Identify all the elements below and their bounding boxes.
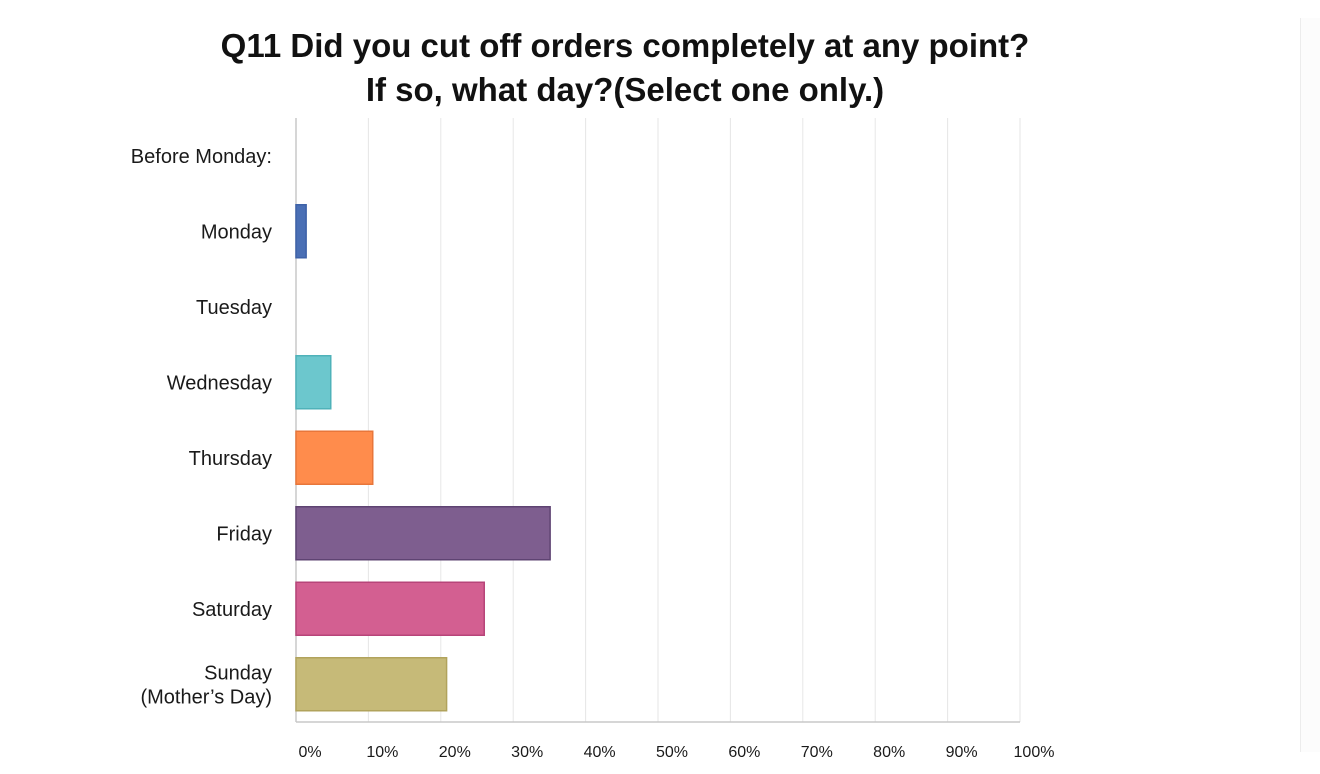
bar bbox=[295, 430, 374, 485]
category-label: Friday bbox=[216, 523, 272, 545]
x-tick-label: 0% bbox=[298, 744, 321, 761]
chart-title-line-2: If so, what day?(Select one only.) bbox=[365, 71, 885, 108]
x-tick-label: 40% bbox=[584, 744, 616, 761]
category-label: Thursday bbox=[189, 448, 272, 470]
category-label: Before Monday: bbox=[131, 146, 272, 168]
category-label: Wednesday bbox=[167, 372, 272, 394]
category-label: Sunday bbox=[204, 662, 272, 684]
chart-title: Q11 Did you cut off orders completely at… bbox=[0, 24, 1250, 112]
x-tick-label: 30% bbox=[511, 744, 543, 761]
bar bbox=[295, 355, 332, 410]
x-tick-label: 50% bbox=[656, 744, 688, 761]
bar bbox=[295, 581, 485, 636]
x-tick-label: 80% bbox=[873, 744, 905, 761]
x-tick-label: 20% bbox=[439, 744, 471, 761]
x-tick-label: 60% bbox=[728, 744, 760, 761]
bar bbox=[295, 506, 551, 561]
category-label: Tuesday bbox=[196, 297, 272, 319]
x-tick-label: 70% bbox=[801, 744, 833, 761]
x-tick-label: 10% bbox=[366, 744, 398, 761]
category-label: Saturday bbox=[192, 599, 272, 621]
category-label: Monday bbox=[201, 221, 272, 243]
bar bbox=[295, 204, 307, 259]
x-tick-label: 90% bbox=[946, 744, 978, 761]
category-label: (Mother’s Day) bbox=[140, 686, 272, 708]
page-edge bbox=[1300, 18, 1320, 752]
bar bbox=[295, 657, 448, 712]
x-tick-label: 100% bbox=[1014, 744, 1055, 761]
chart-title-line-1: Q11 Did you cut off orders completely at… bbox=[220, 27, 1030, 64]
